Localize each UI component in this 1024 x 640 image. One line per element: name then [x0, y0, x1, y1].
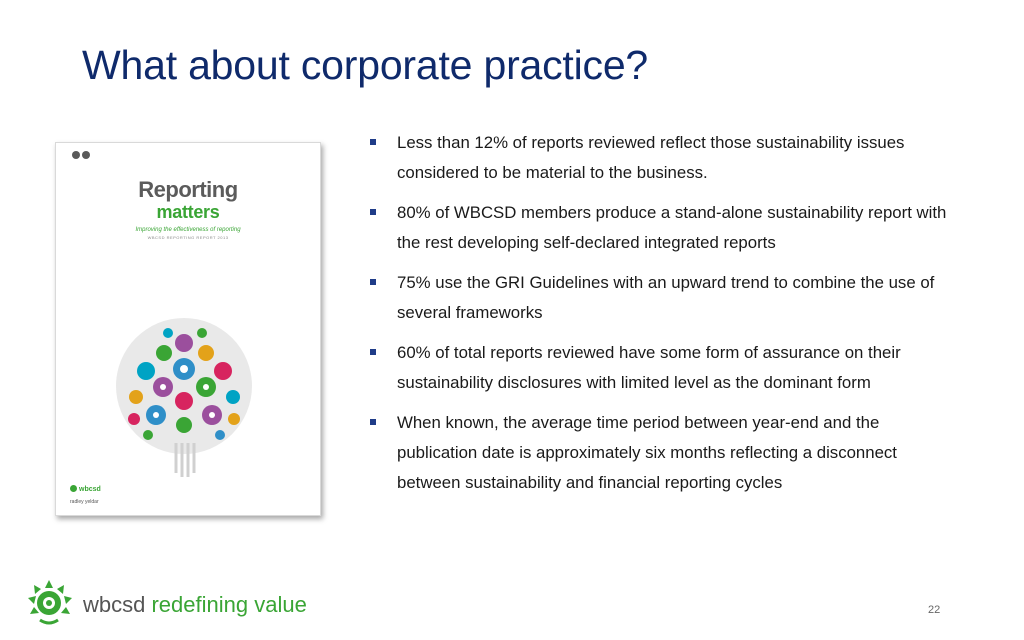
wbcsd-logo-icon — [28, 580, 72, 625]
cover-brand: wbcsd — [70, 485, 101, 493]
bullet-marker-icon — [370, 419, 376, 425]
bullet-marker-icon — [370, 349, 376, 355]
bullet-text: 60% of total reports reviewed have some … — [397, 343, 901, 392]
bullet-text: Less than 12% of reports reviewed reflec… — [397, 133, 905, 182]
cover-title-line1: Reporting — [138, 177, 238, 202]
cover-subtitle: Improving the effectiveness of reporting — [135, 227, 241, 233]
bullet-marker-icon — [370, 139, 376, 145]
logo-wordmark: wbcsd — [83, 592, 146, 617]
cover-top-icons — [72, 151, 90, 159]
bullet-item: Less than 12% of reports reviewed reflec… — [370, 128, 960, 188]
wbcsd-logo: wbcsd redefining value — [20, 576, 330, 630]
bullet-item: When known, the average time period betw… — [370, 408, 960, 498]
report-cover-image: Reporting matters Improving the effectiv… — [55, 142, 321, 516]
page-number: 22 — [928, 604, 941, 616]
cover-tagline: WBCSD REPORTING REPORT 2013 — [147, 235, 229, 240]
bullet-text: When known, the average time period betw… — [397, 413, 897, 492]
logo-tagline: redefining value — [151, 592, 307, 617]
bullet-list: Less than 12% of reports reviewed reflec… — [370, 128, 960, 508]
cover-title-line2: matters — [156, 202, 220, 222]
bullet-item: 80% of WBCSD members produce a stand-alo… — [370, 198, 960, 258]
bullet-text: 75% use the GRI Guidelines with an upwar… — [397, 273, 935, 322]
bullet-marker-icon — [370, 279, 376, 285]
bullet-marker-icon — [370, 209, 376, 215]
slide-title: What about corporate practice? — [82, 42, 649, 88]
cover-partner: radley yeldar — [70, 499, 99, 505]
infographic-tree-icon — [116, 318, 252, 477]
bullet-item: 75% use the GRI Guidelines with an upwar… — [370, 268, 960, 328]
bullet-item: 60% of total reports reviewed have some … — [370, 338, 960, 398]
bullet-text: 80% of WBCSD members produce a stand-alo… — [397, 203, 947, 252]
